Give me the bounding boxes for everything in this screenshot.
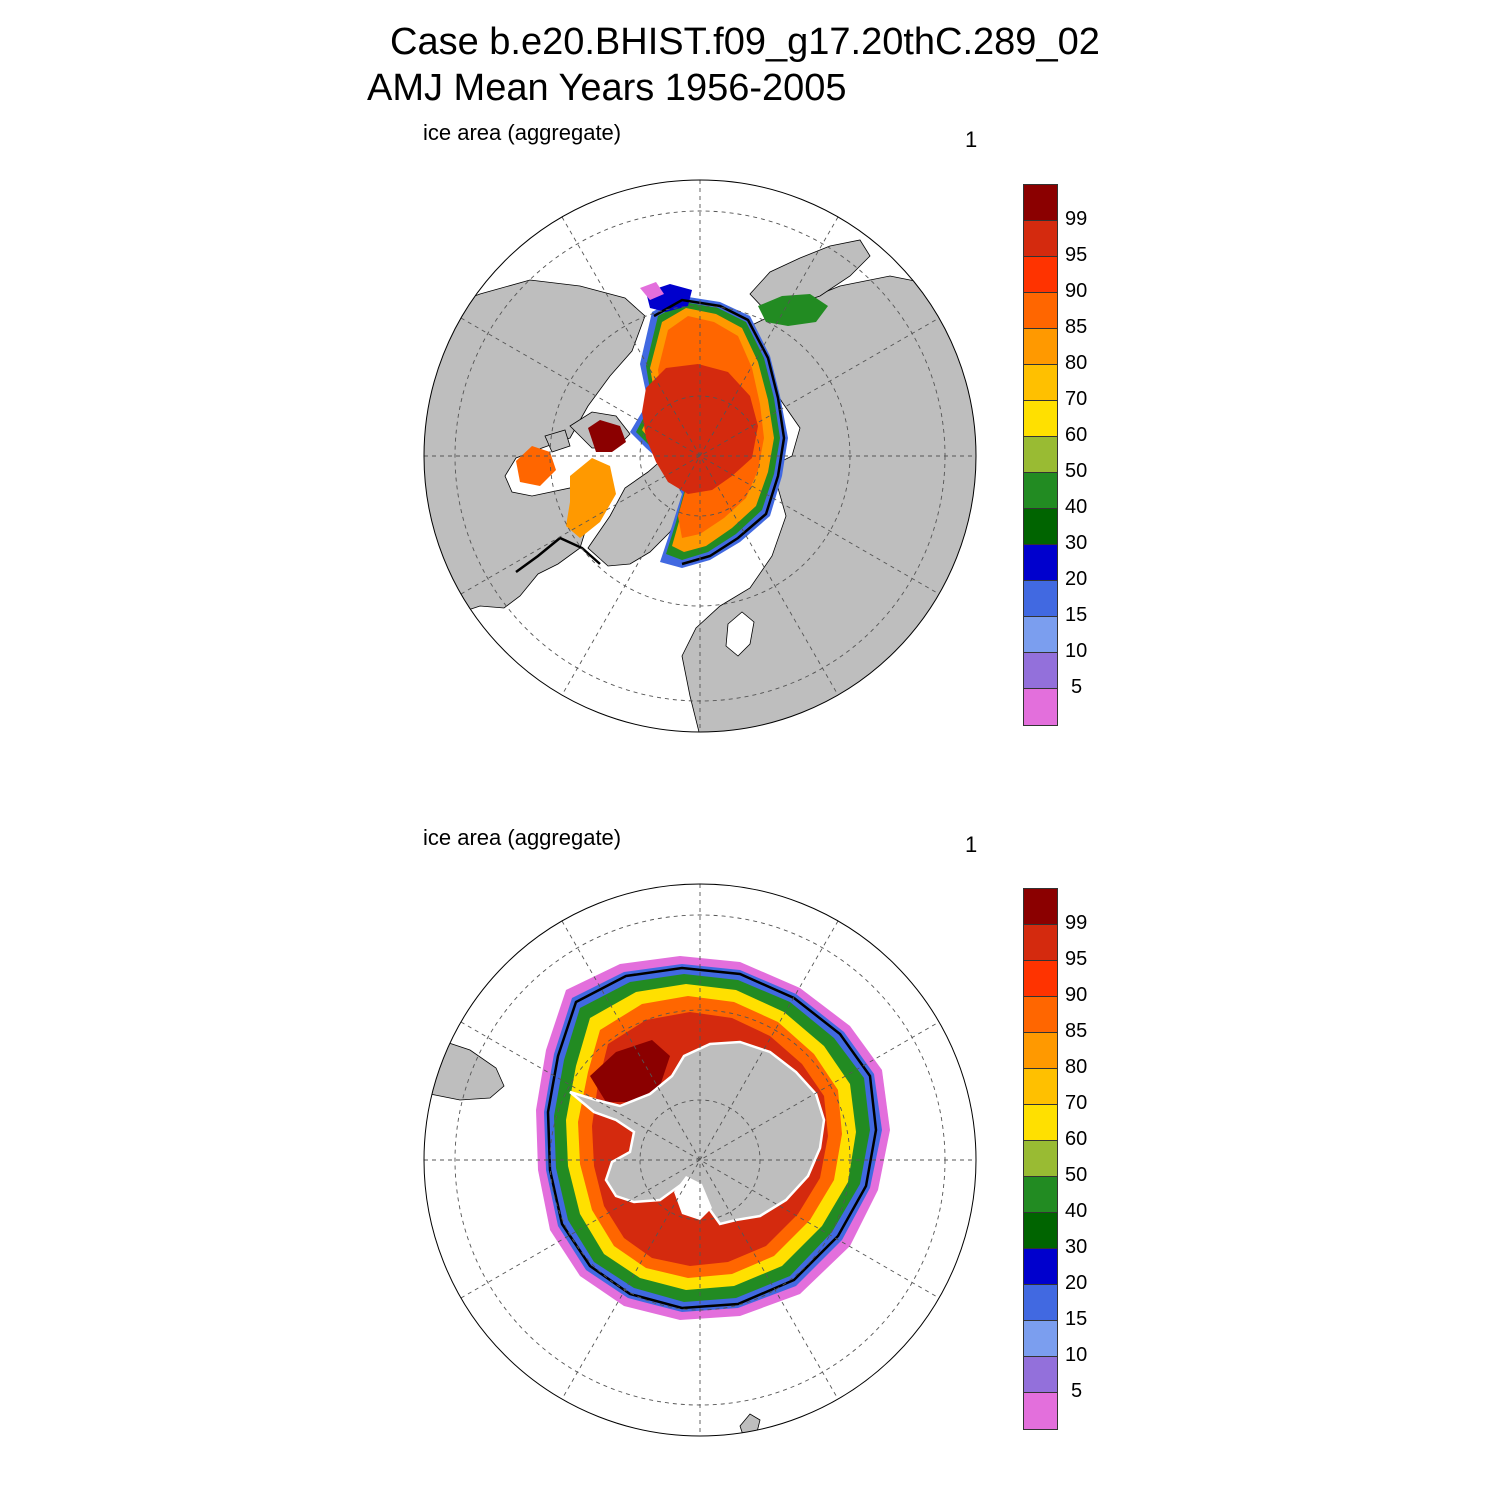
colorbar-tick-label: 90 [1065, 280, 1088, 302]
colorbar-tick-label: 50 [1065, 460, 1088, 482]
canadian-archipelago-ice [588, 420, 626, 452]
colorbar-tick-label: 40 [1065, 1200, 1088, 1222]
colorbar-swatch [1024, 1285, 1057, 1321]
colorbar-tick-label: 20 [1065, 1272, 1088, 1294]
figure-title-case: Case b.e20.BHIST.f09_g17.20thC.289_02 [390, 21, 1100, 63]
colorbar-swatch [1024, 365, 1057, 401]
colorbar-swatch [1024, 1321, 1057, 1357]
south-colorbar [1023, 888, 1058, 1430]
colorbar-tick-label: 20 [1065, 568, 1088, 590]
colorbar-tick-label: 90 [1065, 984, 1088, 1006]
south-polar-map [423, 883, 977, 1437]
north-america-land [424, 279, 646, 627]
colorbar-swatch [1024, 1105, 1057, 1141]
colorbar-swatch [1024, 997, 1057, 1033]
ross-ice-shelf [674, 1176, 712, 1220]
colorbar-swatch [1024, 1213, 1057, 1249]
colorbar-tick-label: 85 [1065, 1020, 1088, 1042]
south-graticule [424, 884, 976, 1436]
colorbar-swatch [1024, 1249, 1057, 1285]
north-polar-map [423, 179, 977, 733]
colorbar-tick-label: 40 [1065, 496, 1088, 518]
colorbar-swatch [1024, 1177, 1057, 1213]
south-panel-label: ice area (aggregate) [423, 825, 622, 850]
north-panel-count: 1 [965, 127, 978, 152]
colorbar-tick-label: 95 [1065, 244, 1088, 266]
colorbar-swatch [1024, 653, 1057, 689]
colorbar-tick-label: 5 [1071, 1380, 1083, 1402]
colorbar-tick-label: 30 [1065, 532, 1088, 554]
south-panel-count: 1 [965, 832, 978, 857]
colorbar-tick-label: 95 [1065, 948, 1088, 970]
colorbar-swatch [1024, 509, 1057, 545]
colorbar-tick-label: 10 [1065, 1344, 1088, 1366]
colorbar-swatch [1024, 545, 1057, 581]
weddell-sea-ice-99 [590, 1040, 670, 1102]
colorbar-tick-label: 10 [1065, 640, 1088, 662]
colorbar-tick-label: 99 [1065, 912, 1088, 934]
colorbar-swatch [1024, 689, 1057, 725]
colorbar-swatch [1024, 221, 1057, 257]
colorbar-tick-label: 50 [1065, 1164, 1088, 1186]
colorbar-tick-label: 5 [1071, 676, 1083, 698]
figure-title-period: AMJ Mean Years 1956-2005 [367, 67, 847, 109]
north-panel-label: ice area (aggregate) [423, 120, 622, 145]
colorbar-swatch [1024, 257, 1057, 293]
colorbar-swatch [1024, 1033, 1057, 1069]
colorbar-swatch [1024, 329, 1057, 365]
colorbar-swatch [1024, 185, 1057, 221]
colorbar-swatch [1024, 1141, 1057, 1177]
colorbar-tick-label: 60 [1065, 1128, 1088, 1150]
colorbar-swatch [1024, 293, 1057, 329]
colorbar-swatch [1024, 473, 1057, 509]
colorbar-tick-label: 99 [1065, 208, 1088, 230]
colorbar-swatch [1024, 1393, 1057, 1429]
colorbar-swatch [1024, 889, 1057, 925]
colorbar-swatch [1024, 1357, 1057, 1393]
colorbar-swatch [1024, 437, 1057, 473]
south-map-border [423, 883, 977, 1437]
labrador-ice-edge-contour [515, 536, 601, 574]
colorbar-swatch [1024, 617, 1057, 653]
north-colorbar [1023, 184, 1058, 726]
colorbar-swatch [1024, 961, 1057, 997]
colorbar-tick-label: 15 [1065, 604, 1088, 626]
south-ice-edge-contour [546, 966, 878, 1310]
antarctica-land [569, 1040, 826, 1226]
colorbar-swatch [1024, 1069, 1057, 1105]
colorbar-tick-label: 60 [1065, 424, 1088, 446]
colorbar-tick-label: 15 [1065, 1308, 1088, 1330]
bering-ice-fringe [640, 282, 664, 300]
colorbar-tick-label: 80 [1065, 1056, 1088, 1078]
baffin-bay-ice [566, 458, 616, 538]
baltic-sea [725, 611, 755, 657]
colorbar-swatch [1024, 401, 1057, 437]
colorbar-tick-label: 30 [1065, 1236, 1088, 1258]
colorbar-swatch [1024, 925, 1057, 961]
colorbar-swatch [1024, 581, 1057, 617]
north-graticule [424, 180, 976, 732]
colorbar-tick-label: 85 [1065, 316, 1088, 338]
colorbar-tick-label: 80 [1065, 352, 1088, 374]
north-map-border [423, 179, 977, 733]
north-ice-edge-contour [653, 298, 786, 566]
okhotsk-ice [758, 294, 828, 326]
colorbar-tick-label: 70 [1065, 388, 1088, 410]
colorbar-tick-label: 70 [1065, 1092, 1088, 1114]
